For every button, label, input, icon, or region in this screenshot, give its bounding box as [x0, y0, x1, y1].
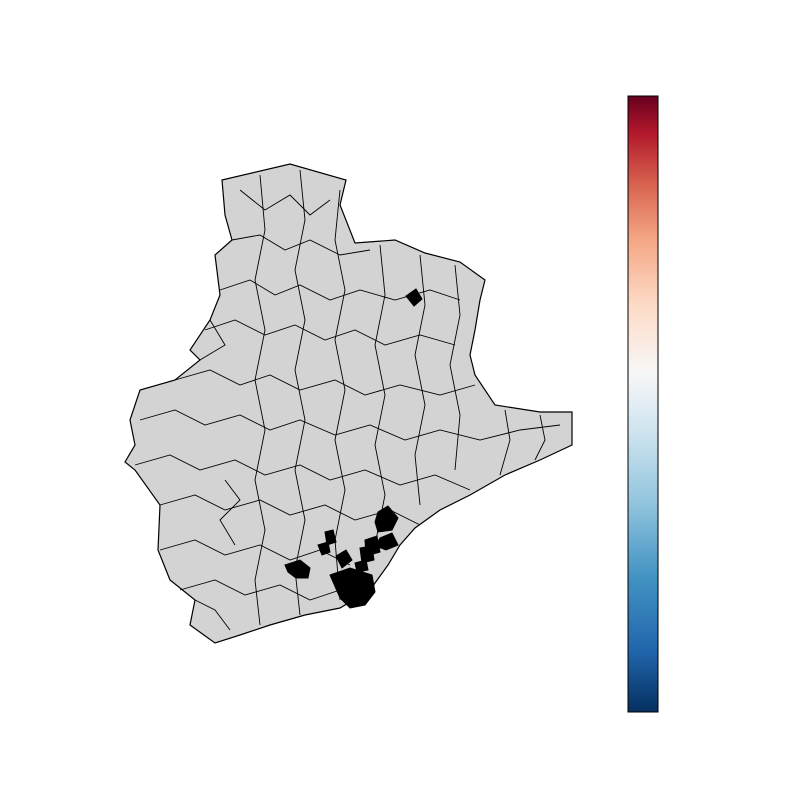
region-west-cold-large — [284, 559, 311, 579]
region-north-light-cold — [405, 288, 423, 307]
region-center-cold-3 — [354, 559, 369, 573]
region-center-warm-1 — [359, 545, 375, 564]
hotspot-regions — [284, 288, 423, 609]
region-hotspot-north-center — [374, 505, 399, 533]
region-center-cold-2 — [335, 549, 353, 569]
region-coastal-south — [329, 567, 376, 609]
region-center-cold-1 — [324, 529, 337, 546]
colorbar-gradient — [627, 95, 659, 713]
